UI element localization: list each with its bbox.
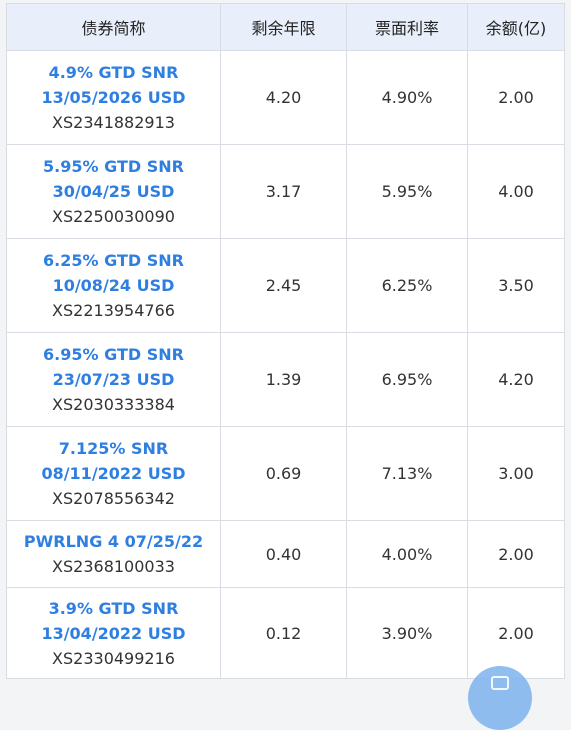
bond-code: XS2368100033: [52, 557, 175, 576]
balance: 4.20: [467, 332, 565, 427]
bond-code: XS2250030090: [52, 207, 175, 226]
table-row: 3.9% GTD SNR 13/04/2022 USD XS2330499216…: [6, 587, 565, 679]
bond-name-cell: 5.95% GTD SNR 30/04/25 USD XS2250030090: [6, 144, 221, 239]
bond-name-cell: 7.125% SNR 08/11/2022 USD XS2078556342: [6, 426, 221, 521]
bond-name-link[interactable]: 4.9% GTD SNR 13/05/2026 USD: [41, 63, 186, 107]
header-coupon-rate: 票面利率: [346, 3, 468, 51]
table-header-row: 债券简称 剩余年限 票面利率 余额(亿): [6, 3, 565, 51]
bond-name-cell: 6.95% GTD SNR 23/07/23 USD XS2030333384: [6, 332, 221, 427]
balance: 3.00: [467, 426, 565, 521]
balance: 2.00: [467, 587, 565, 679]
header-balance: 余额(亿): [467, 3, 565, 51]
coupon-rate: 6.25%: [346, 238, 468, 333]
table-row: 7.125% SNR 08/11/2022 USD XS2078556342 0…: [6, 426, 565, 521]
balance: 4.00: [467, 144, 565, 239]
bond-table-screen: 债券简称 剩余年限 票面利率 余额(亿) 4.9% GTD SNR 13/05/…: [6, 3, 565, 730]
remaining-years: 0.69: [220, 426, 347, 521]
bond-name-link[interactable]: 6.25% GTD SNR 10/08/24 USD: [43, 251, 184, 295]
bond-table: 债券简称 剩余年限 票面利率 余额(亿) 4.9% GTD SNR 13/05/…: [6, 3, 565, 679]
bond-name-cell: PWRLNG 4 07/25/22 XS2368100033: [6, 520, 221, 588]
remaining-years: 2.45: [220, 238, 347, 333]
coupon-rate: 3.90%: [346, 587, 468, 679]
bond-name-link[interactable]: PWRLNG 4 07/25/22: [23, 532, 204, 551]
bond-code: XS2030333384: [52, 395, 175, 414]
coupon-rate: 7.13%: [346, 426, 468, 521]
bond-name-cell: 3.9% GTD SNR 13/04/2022 USD XS2330499216: [6, 587, 221, 679]
bond-name-link[interactable]: 7.125% SNR 08/11/2022 USD: [41, 439, 186, 483]
table-row: 6.25% GTD SNR 10/08/24 USD XS2213954766 …: [6, 238, 565, 333]
header-bond-name: 债券简称: [6, 3, 221, 51]
table-row: 6.95% GTD SNR 23/07/23 USD XS2030333384 …: [6, 332, 565, 427]
header-remaining-years: 剩余年限: [220, 3, 347, 51]
bond-name-cell: 4.9% GTD SNR 13/05/2026 USD XS2341882913: [6, 50, 221, 145]
remaining-years: 0.40: [220, 520, 347, 588]
floating-action-button[interactable]: [468, 666, 532, 730]
remaining-years: 4.20: [220, 50, 347, 145]
balance: 2.00: [467, 520, 565, 588]
bond-name-link[interactable]: 6.95% GTD SNR 23/07/23 USD: [43, 345, 184, 389]
bond-name-cell: 6.25% GTD SNR 10/08/24 USD XS2213954766: [6, 238, 221, 333]
bond-code: XS2330499216: [52, 648, 175, 668]
remaining-years: 3.17: [220, 144, 347, 239]
bond-name-link[interactable]: 5.95% GTD SNR 30/04/25 USD: [43, 157, 184, 201]
coupon-rate: 5.95%: [346, 144, 468, 239]
bond-code: XS2078556342: [52, 489, 175, 508]
bond-name-link[interactable]: 3.9% GTD SNR 13/04/2022 USD: [41, 598, 186, 643]
balance: 2.00: [467, 50, 565, 145]
table-row: 4.9% GTD SNR 13/05/2026 USD XS2341882913…: [6, 50, 565, 145]
coupon-rate: 4.00%: [346, 520, 468, 588]
table-row: 5.95% GTD SNR 30/04/25 USD XS2250030090 …: [6, 144, 565, 239]
coupon-rate: 4.90%: [346, 50, 468, 145]
table-row: PWRLNG 4 07/25/22 XS2368100033 0.40 4.00…: [6, 520, 565, 588]
bond-code: XS2213954766: [52, 301, 175, 320]
balance: 3.50: [467, 238, 565, 333]
remaining-years: 0.12: [220, 587, 347, 679]
coupon-rate: 6.95%: [346, 332, 468, 427]
bond-code: XS2341882913: [52, 113, 175, 132]
remaining-years: 1.39: [220, 332, 347, 427]
